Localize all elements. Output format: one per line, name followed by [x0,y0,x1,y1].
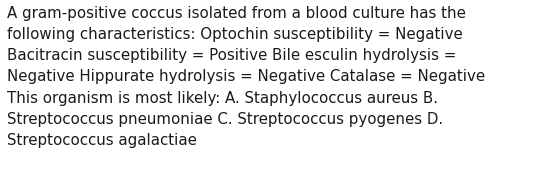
Text: A gram-positive coccus isolated from a blood culture has the
following character: A gram-positive coccus isolated from a b… [7,6,485,148]
